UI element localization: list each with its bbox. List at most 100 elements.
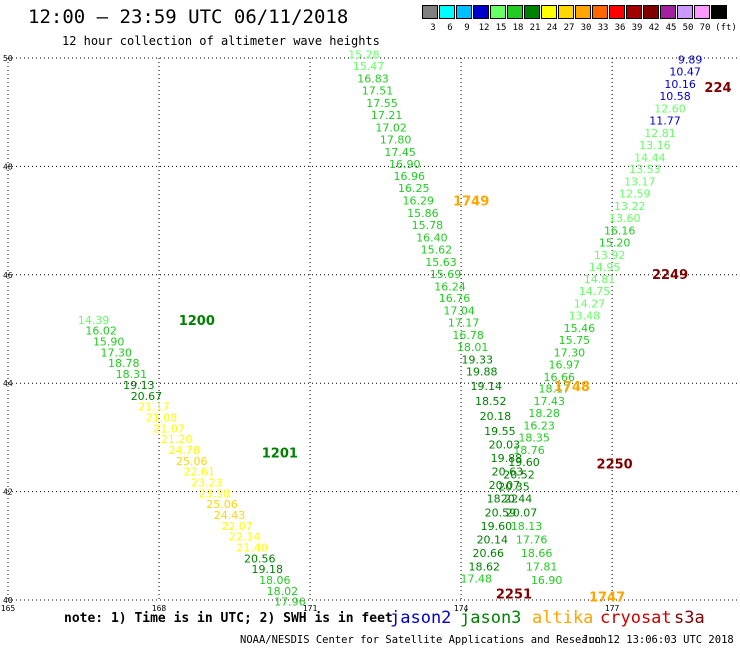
wave-height-point: 15.86 — [407, 207, 439, 220]
wave-height-point: 14.81 — [584, 273, 616, 286]
legend-swatch — [660, 5, 676, 19]
wave-height-point: 15.63 — [425, 256, 457, 269]
wave-height-point: 20.07 — [506, 506, 538, 519]
wave-height-point: 20.14 — [477, 533, 509, 546]
satellite-label-jason2: jason2 — [390, 608, 452, 628]
wave-height-point: 19.18 — [252, 563, 284, 576]
legend-swatch — [626, 5, 642, 19]
legend-swatch — [422, 5, 438, 19]
x-tick-label: 171 — [303, 604, 318, 613]
pass-time-label: 224 — [704, 81, 731, 96]
pass-time-label: 2250 — [597, 458, 633, 473]
legend-unit: (ft) — [715, 23, 737, 33]
legend-label: 50 — [682, 23, 694, 33]
legend-swatch — [643, 5, 659, 19]
wave-height-point: 25.06 — [176, 455, 208, 468]
wave-height-point: 18.35 — [518, 431, 550, 444]
legend-label: 45 — [665, 23, 677, 33]
wave-height-point: 18.78 — [108, 357, 140, 370]
wave-height-point: 16.02 — [85, 325, 117, 338]
wave-height-point: 24.78 — [168, 444, 200, 457]
x-tick-label: 165 — [1, 604, 16, 613]
wave-height-point: 11.77 — [649, 114, 681, 127]
x-tick-label: 177 — [605, 604, 620, 613]
legend-swatch — [541, 5, 557, 19]
wave-height-point: 10.58 — [659, 90, 691, 103]
wave-height-point: 21.40 — [236, 542, 268, 555]
wave-height-point: 18.02 — [267, 585, 299, 598]
wave-height-point: 20.03 — [489, 439, 521, 452]
wave-height-point: 14.95 — [589, 261, 621, 274]
note-text: note: 1) Time is in UTC; 2) SWH is in fe… — [64, 611, 393, 626]
chart-title: 12:00 – 23:59 UTC 06/11/2018 — [28, 6, 349, 28]
wave-height-point: 13.92 — [594, 249, 626, 262]
wave-height-point: 22.07 — [221, 520, 253, 533]
wave-height-point: 10.47 — [669, 66, 701, 79]
legend-label: 12 — [478, 23, 490, 33]
wave-height-point: 17.51 — [362, 85, 394, 98]
legend-label: 6 — [447, 23, 453, 33]
wave-height-point: 14.39 — [78, 314, 110, 327]
legend-swatch — [677, 5, 693, 19]
wave-height-point: 16.90 — [389, 158, 421, 171]
legend-swatch — [592, 5, 608, 19]
legend-label: 9 — [464, 23, 470, 33]
wave-height-point: 16.83 — [357, 73, 389, 86]
wave-height-point: 15.28 — [348, 48, 380, 61]
pass-time-label: 2251 — [496, 588, 532, 603]
legend-swatch — [507, 5, 523, 19]
wave-height-point: 12.59 — [619, 188, 651, 201]
footer-credit: NOAA/NESDIS Center for Satellite Applica… — [240, 634, 607, 646]
chart-subtitle: 12 hour collection of altimeter wave hei… — [62, 34, 380, 48]
pass-time-label: 1747 — [589, 590, 625, 605]
wave-height-point: 17.80 — [380, 133, 412, 146]
wave-height-point: 20.18 — [480, 410, 512, 423]
legend-label: 33 — [597, 23, 609, 33]
legend-label: 15 — [495, 23, 507, 33]
wave-height-point: 19.33 — [461, 353, 493, 366]
wave-height-point: 20.07 — [489, 479, 521, 492]
wave-height-point: 18.28 — [528, 407, 560, 420]
legend-label: 21 — [529, 23, 541, 33]
wave-height-point: 17.43 — [533, 395, 565, 408]
wave-height-point: 16.90 — [531, 574, 563, 587]
wave-height-point: 13.22 — [614, 200, 646, 213]
pass-time-label: 1200 — [179, 314, 215, 329]
wave-height-point: 18.52 — [475, 395, 507, 408]
wave-height-point: 19.88 — [491, 452, 523, 465]
wave-height-point: 19.55 — [484, 425, 516, 438]
satellite-label-jason3: jason3 — [460, 608, 522, 628]
legend-label: 24 — [546, 23, 558, 33]
legend-label: 18 — [512, 23, 524, 33]
wave-height-point: 21.08 — [146, 411, 178, 424]
footer-timestamp: Jun 12 13:06:03 UTC 2018 — [582, 634, 734, 646]
legend-swatch — [711, 5, 727, 19]
y-tick-label: 44 — [3, 379, 13, 388]
wave-height-point: 15.78 — [412, 219, 444, 232]
wave-height-point: 20.56 — [244, 552, 276, 565]
wave-height-point: 16.29 — [403, 195, 435, 208]
legend-swatch — [456, 5, 472, 19]
wave-height-point: 18.76 — [513, 444, 545, 457]
wave-height-point: 22.61 — [184, 466, 216, 479]
y-tick-label: 50 — [3, 54, 13, 63]
y-tick-label: 40 — [3, 596, 13, 605]
wave-height-point: 13.17 — [624, 176, 656, 189]
legend-swatch — [609, 5, 625, 19]
pass-time-label: 1748 — [554, 380, 590, 395]
wave-height-point: 17.02 — [375, 121, 407, 134]
satellite-label-cryosat: cryosat — [600, 608, 672, 628]
wave-height-point: 20.35 — [498, 480, 530, 493]
wave-height-point: 19.14 — [471, 380, 503, 393]
wave-height-point: 21.17 — [138, 401, 170, 414]
wave-height-point: 18.62 — [469, 560, 501, 573]
legend-swatch — [490, 5, 506, 19]
wave-height-point: 22.14 — [229, 531, 261, 544]
legend-label: 42 — [648, 23, 660, 33]
legend-label: 27 — [563, 23, 575, 33]
wave-height-point: 19.60 — [481, 520, 513, 533]
wave-height-point: 16.97 — [549, 358, 581, 371]
wave-height-point: 13.60 — [609, 212, 641, 225]
wave-height-point: 17.55 — [366, 97, 398, 110]
pass-time-label: 1201 — [262, 447, 298, 462]
